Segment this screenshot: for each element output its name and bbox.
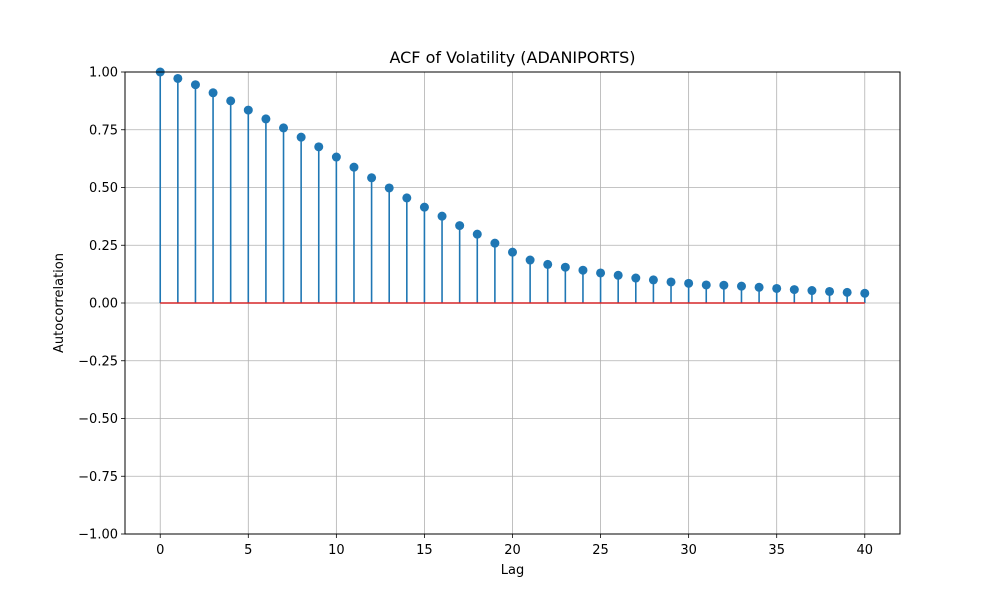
x-axis-label: Lag xyxy=(501,563,524,578)
x-tick-label-30: 30 xyxy=(680,543,697,558)
y-tick-label-7: 0.75 xyxy=(89,123,118,138)
marker-lag-22 xyxy=(543,259,553,269)
y-tick-label-4: 0.00 xyxy=(89,297,118,312)
marker-lag-26 xyxy=(613,270,623,280)
x-tick-label-25: 25 xyxy=(592,543,609,558)
marker-lag-7 xyxy=(279,123,289,133)
x-tick-label-10: 10 xyxy=(328,543,345,558)
x-axis-ticks: 0 5 10 15 20 25 30 35 40 xyxy=(156,534,873,558)
marker-lag-31 xyxy=(701,280,711,290)
marker-lag-18 xyxy=(472,229,482,239)
marker-lag-2 xyxy=(190,80,200,90)
marker-lag-3 xyxy=(208,88,218,98)
marker-lag-37 xyxy=(807,286,817,296)
marker-lag-8 xyxy=(296,132,306,142)
chart-title: ACF of Volatility (ADANIPORTS) xyxy=(389,48,635,67)
marker-lag-20 xyxy=(508,247,517,257)
marker-lag-4 xyxy=(226,96,236,106)
stems xyxy=(159,72,866,303)
marker-lag-17 xyxy=(455,221,465,231)
y-tick-label-1: −0.75 xyxy=(78,470,118,485)
marker-lag-28 xyxy=(648,275,658,285)
x-tick-label-40: 40 xyxy=(856,543,873,558)
marker-lag-38 xyxy=(825,286,835,296)
marker-lag-33 xyxy=(736,281,746,291)
y-axis-label: Autocorrelation xyxy=(52,253,67,353)
marker-lag-15 xyxy=(419,202,429,212)
marker-lag-12 xyxy=(367,173,377,183)
marker-lag-6 xyxy=(261,114,271,124)
marker-lag-29 xyxy=(666,277,676,287)
marker-lag-36 xyxy=(789,285,799,295)
marker-lag-13 xyxy=(384,183,394,193)
marker-lag-1 xyxy=(173,73,183,83)
y-tick-label-5: 0.25 xyxy=(89,239,118,254)
y-tick-label-3: −0.25 xyxy=(78,354,118,369)
x-tick-label-5: 5 xyxy=(244,543,252,558)
marker-lag-35 xyxy=(772,283,782,293)
marker-lag-9 xyxy=(314,142,324,152)
marker-lag-23 xyxy=(560,262,570,272)
marker-lag-11 xyxy=(349,162,359,172)
marker-lag-34 xyxy=(754,282,764,292)
y-tick-label-8: 1.00 xyxy=(89,66,118,81)
marker-lag-30 xyxy=(684,278,694,288)
marker-lag-24 xyxy=(578,265,588,275)
marker-lag-10 xyxy=(331,152,341,162)
x-tick-label-0: 0 xyxy=(156,543,164,558)
y-tick-label-2: −0.50 xyxy=(78,412,118,427)
marker-lag-27 xyxy=(631,273,641,283)
marker-lag-19 xyxy=(490,238,500,248)
marker-lag-5 xyxy=(243,105,253,115)
marker-lag-39 xyxy=(842,287,852,297)
marker-lag-40 xyxy=(860,288,870,298)
y-tick-label-0: −1.00 xyxy=(78,528,118,543)
y-tick-label-6: 0.50 xyxy=(89,181,118,196)
marker-lag-16 xyxy=(437,211,447,221)
marker-lag-32 xyxy=(719,280,729,290)
x-tick-label-20: 20 xyxy=(504,543,521,558)
x-tick-label-35: 35 xyxy=(768,543,785,558)
marker-lag-25 xyxy=(596,268,606,278)
marker-lag-21 xyxy=(525,255,535,265)
x-tick-label-15: 15 xyxy=(416,543,433,558)
y-axis-ticks: −1.00 −0.75 −0.50 −0.25 0.00 0.25 0.50 0.75 1.00 xyxy=(78,66,125,543)
marker-lag-14 xyxy=(402,193,412,203)
